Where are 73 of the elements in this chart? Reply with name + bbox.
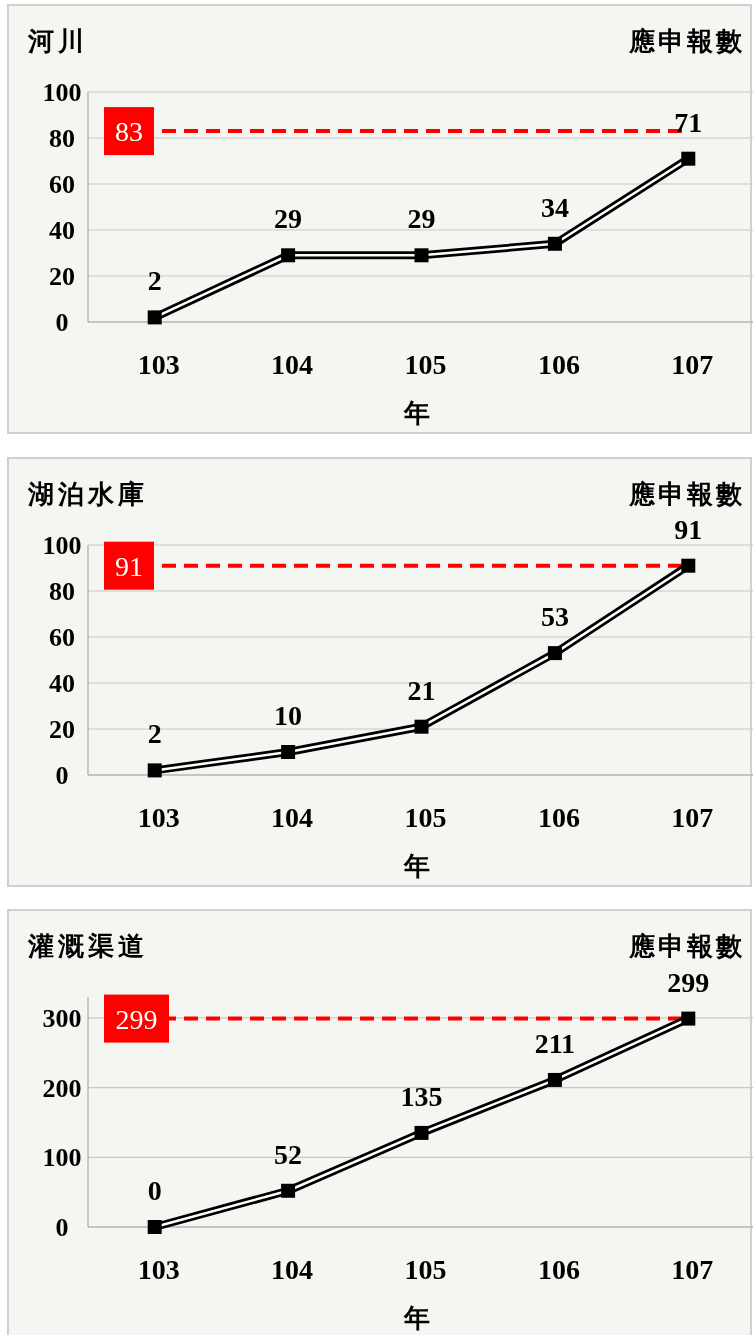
chart-title: 河川 — [27, 27, 88, 56]
y-tick-label: 100 — [42, 78, 82, 107]
point — [547, 646, 562, 661]
data-label: 53 — [540, 601, 569, 633]
x-tick-label: 106 — [537, 349, 580, 380]
x-axis-title: 年 — [402, 852, 430, 881]
point — [547, 236, 562, 251]
ref-line-label: 83 — [115, 116, 143, 148]
data-label: 10 — [274, 700, 303, 731]
data-label: 299 — [667, 966, 710, 998]
y-tick-label: 300 — [42, 1003, 82, 1033]
y-tick-label: 60 — [49, 623, 75, 652]
point — [547, 1072, 562, 1087]
point — [281, 1183, 296, 1198]
x-tick-label: 103 — [137, 802, 180, 833]
y-tick-label: 20 — [49, 262, 75, 291]
point — [147, 310, 162, 325]
x-tick-label: 104 — [271, 1254, 314, 1285]
point — [681, 558, 696, 573]
data-label: 2 — [147, 265, 162, 297]
x-axis-title: 年 — [402, 1304, 430, 1333]
data-label: 29 — [407, 203, 436, 235]
ref-line-label: 91 — [115, 550, 143, 582]
y-tick-label: 40 — [49, 669, 75, 698]
x-tick-label: 104 — [271, 349, 314, 380]
y-axis-title: 應申報數 — [628, 27, 745, 56]
x-tick-label: 103 — [137, 1254, 180, 1285]
point — [414, 248, 429, 263]
y-tick-label: 200 — [42, 1073, 82, 1103]
y-tick-label: 100 — [42, 1143, 82, 1173]
x-tick-label: 106 — [537, 1254, 580, 1285]
chart-title: 灌溉渠道 — [27, 932, 148, 961]
x-tick-label: 107 — [671, 349, 714, 380]
point — [281, 745, 296, 759]
point — [414, 719, 429, 734]
y-tick-label: 0 — [55, 308, 69, 337]
x-tick-label: 105 — [404, 802, 447, 833]
y-tick-label: 100 — [42, 531, 82, 560]
data-label: 29 — [274, 203, 303, 235]
y-tick-label: 80 — [49, 124, 75, 153]
point — [281, 248, 296, 263]
data-label: 135 — [400, 1080, 443, 1112]
y-tick-label: 20 — [49, 715, 75, 744]
y-tick-label: 40 — [49, 216, 75, 245]
data-label: 211 — [534, 1027, 576, 1059]
y-tick-label: 60 — [49, 170, 75, 199]
point — [681, 1011, 696, 1026]
x-tick-label: 105 — [404, 1254, 447, 1285]
point — [147, 763, 162, 778]
data-label: 52 — [274, 1138, 303, 1170]
y-tick-label: 0 — [55, 1213, 69, 1242]
data-label: 21 — [407, 674, 436, 706]
data-label: 34 — [540, 191, 569, 223]
point — [414, 1125, 429, 1140]
x-tick-label: 103 — [137, 349, 180, 380]
y-axis-title: 應申報數 — [628, 480, 745, 509]
x-tick-label: 107 — [671, 1254, 714, 1285]
x-tick-label: 105 — [404, 349, 447, 380]
x-tick-label: 106 — [537, 802, 580, 833]
point — [147, 1220, 162, 1234]
x-tick-label: 104 — [271, 802, 314, 833]
y-tick-label: 0 — [55, 761, 69, 790]
data-label: 91 — [674, 513, 703, 545]
data-label: 71 — [674, 106, 703, 138]
y-tick-label: 80 — [49, 577, 75, 606]
point — [681, 151, 696, 166]
chart-title: 湖泊水庫 — [27, 480, 148, 509]
y-axis-title: 應申報數 — [628, 932, 745, 961]
x-tick-label: 107 — [671, 802, 714, 833]
data-label: 2 — [147, 718, 162, 750]
data-label: 0 — [147, 1175, 162, 1206]
x-axis-title: 年 — [402, 399, 430, 428]
ref-line-label: 299 — [115, 1003, 158, 1035]
